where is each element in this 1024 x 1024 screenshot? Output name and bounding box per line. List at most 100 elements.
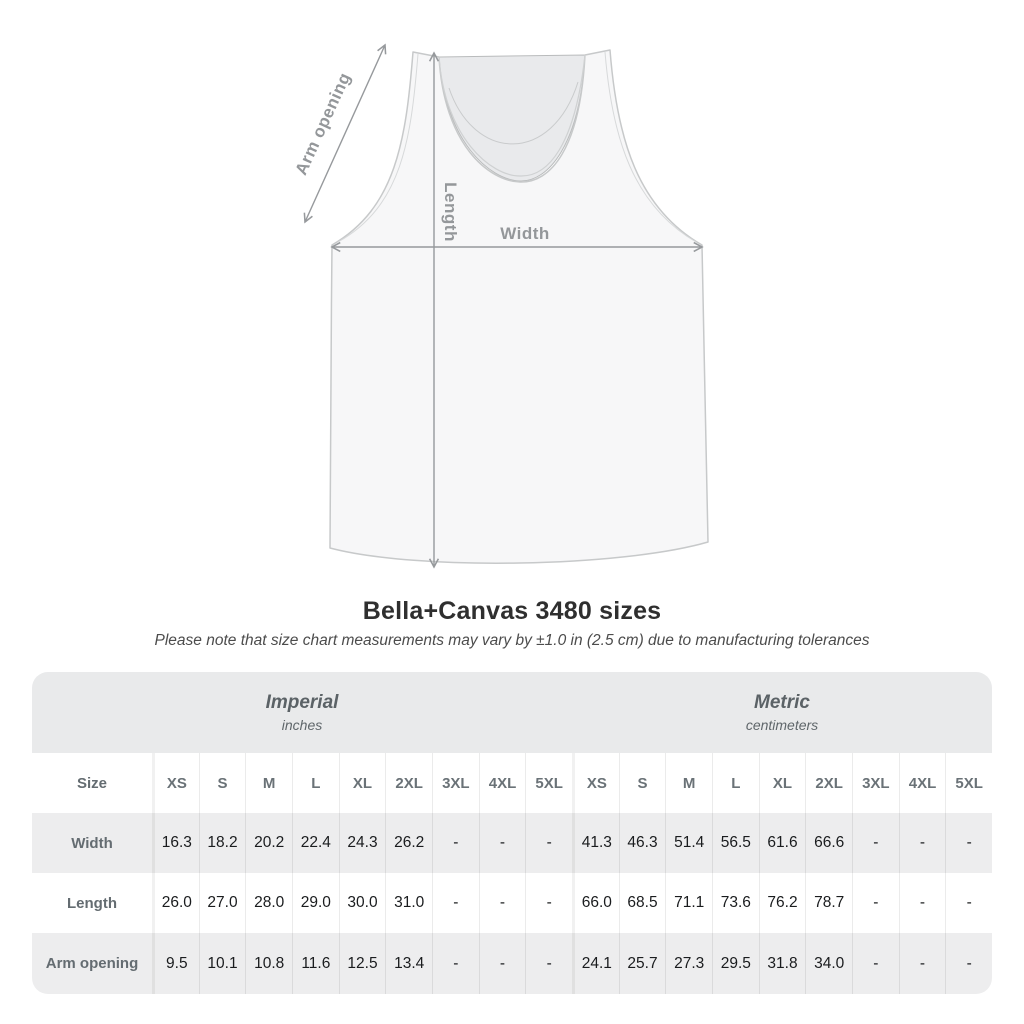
value-cell: 24.3 xyxy=(338,813,386,873)
value-cell: 31.8 xyxy=(758,933,806,994)
value-cell: 61.6 xyxy=(758,813,806,873)
value-cell: 13.4 xyxy=(385,933,432,994)
size-header-cell: M xyxy=(665,753,712,813)
value-cell: 27.3 xyxy=(665,933,712,994)
value-cell: - xyxy=(898,933,946,994)
collar-trim xyxy=(438,54,586,177)
value-cell: - xyxy=(525,873,572,933)
value-cell: - xyxy=(945,873,992,933)
value-cell: - xyxy=(432,813,479,873)
left-armhole-trim xyxy=(337,53,419,243)
imperial-sublabel: inches xyxy=(281,717,323,733)
value-cell: 10.8 xyxy=(245,933,292,994)
metric-header: Metric centimeters xyxy=(572,672,992,753)
page-title: Bella+Canvas 3480 sizes xyxy=(362,597,662,625)
value-cell: 56.5 xyxy=(712,813,759,873)
value-cell: - xyxy=(852,933,899,994)
value-cell: 9.5 xyxy=(152,933,199,994)
size-header-cell: 4XL xyxy=(898,753,946,813)
value-cell: - xyxy=(945,813,992,873)
row-label-length: Length xyxy=(67,894,117,912)
value-cell: 28.0 xyxy=(245,873,292,933)
table-row-length: Length 26.0 27.0 28.0 29.0 30.0 31.0- - -66.0 68… xyxy=(32,873,992,933)
diagram-width-label: Width xyxy=(500,224,550,243)
size-header-cell: 5XL xyxy=(525,753,572,813)
value-cell: 68.5 xyxy=(618,873,666,933)
value-cell: - xyxy=(852,813,899,873)
value-cell: 30.0 xyxy=(338,873,386,933)
value-cell: 66.0 xyxy=(572,873,619,933)
value-cell: - xyxy=(898,813,946,873)
value-cell: - xyxy=(478,873,526,933)
size-header-row: Size XS S M L XL 2XL 3XL 4XL 5XL XS S M L XL 2XL 3XL 4XL… xyxy=(32,753,992,813)
value-cell: - xyxy=(525,933,572,994)
value-cell: 34.0 xyxy=(805,933,852,994)
value-cell: 26.0 xyxy=(152,873,199,933)
tank-top-graphic: Width Length Arm opening xyxy=(291,43,709,569)
value-cell: 78.7 xyxy=(805,873,852,933)
value-cell: - xyxy=(478,813,526,873)
value-cell: 26.2 xyxy=(385,813,432,873)
metric-sublabel: centimeters xyxy=(745,717,819,733)
size-header-cell: 4XL xyxy=(478,753,526,813)
value-cell: - xyxy=(525,813,572,873)
size-header-cell: S xyxy=(618,753,666,813)
value-cell: - xyxy=(478,933,526,994)
size-header-cell: 3XL xyxy=(852,753,899,813)
tank-back-panel xyxy=(438,54,586,182)
value-cell: 11.6 xyxy=(292,933,339,994)
value-cell: 22.4 xyxy=(292,813,339,873)
row-label-width: Width xyxy=(71,834,113,852)
size-header-cell: S xyxy=(198,753,246,813)
arm-opening-arrow xyxy=(303,43,387,224)
row-label-arm-opening: Arm opening xyxy=(45,955,139,972)
metric-label: Metric xyxy=(754,692,810,713)
value-cell: 71.1 xyxy=(665,873,712,933)
value-cell: 25.7 xyxy=(618,933,666,994)
size-header-cell: 2XL xyxy=(385,753,432,813)
tank-top-diagram: Width Length Arm opening xyxy=(291,30,722,585)
value-cell: 29.0 xyxy=(292,873,339,933)
value-cell: 46.3 xyxy=(618,813,666,873)
table-row-width: Width 16.3 18.2 20.2 22.4 24.3 26.2- - -41.3 46.… xyxy=(32,813,992,873)
value-cell: 12.5 xyxy=(338,933,386,994)
unit-band: Imperial inches Metric centimeters xyxy=(32,672,992,753)
value-cell: 16.3 xyxy=(152,813,199,873)
size-header-cell: 2XL xyxy=(805,753,852,813)
value-cell: 20.2 xyxy=(245,813,292,873)
value-cell: 31.0 xyxy=(385,873,432,933)
value-cell: - xyxy=(432,933,479,994)
size-header-cell: 3XL xyxy=(432,753,479,813)
size-header-cell: XL xyxy=(338,753,386,813)
value-cell: 24.1 xyxy=(572,933,619,994)
value-cell: 29.5 xyxy=(712,933,759,994)
imperial-header: Imperial inches xyxy=(32,672,572,753)
tank-front xyxy=(329,49,709,564)
diagram-arm-opening-label: Arm opening xyxy=(292,70,355,178)
value-cell: 73.6 xyxy=(712,873,759,933)
size-chart-table: Imperial inches Metric centimeters Size … xyxy=(32,672,992,994)
right-armhole-trim xyxy=(604,51,697,243)
value-cell: 27.0 xyxy=(198,873,246,933)
value-cell: - xyxy=(898,873,946,933)
value-cell: 18.2 xyxy=(198,813,246,873)
value-cell: - xyxy=(945,933,992,994)
size-header-cell: XL xyxy=(758,753,806,813)
value-cell: 66.6 xyxy=(805,813,852,873)
size-column-header: Size xyxy=(76,774,107,792)
size-header-cell: XS xyxy=(152,753,199,813)
size-header-cell: 5XL xyxy=(945,753,992,813)
diagram-length-label: Length xyxy=(441,182,460,242)
value-cell: 51.4 xyxy=(665,813,712,873)
tolerance-note: Please note that size chart measurements… xyxy=(154,632,870,649)
size-header-cell: L xyxy=(292,753,339,813)
value-cell: 41.3 xyxy=(572,813,619,873)
value-cell: - xyxy=(432,873,479,933)
size-header-cell: XS xyxy=(572,753,619,813)
value-cell: - xyxy=(852,873,899,933)
back-collar-seam xyxy=(448,81,579,145)
size-header-cell: M xyxy=(245,753,292,813)
size-header-cell: L xyxy=(712,753,759,813)
imperial-label: Imperial xyxy=(265,692,339,713)
